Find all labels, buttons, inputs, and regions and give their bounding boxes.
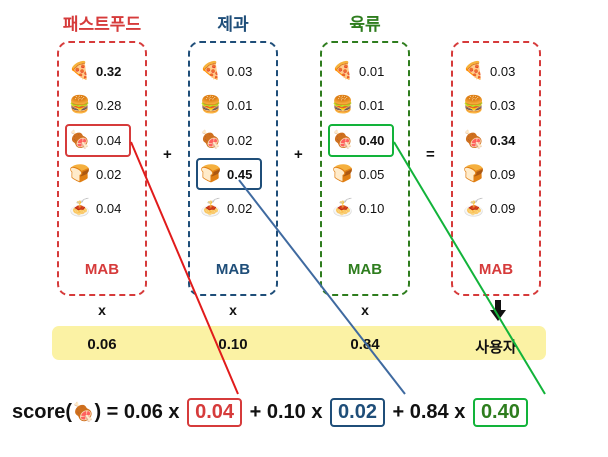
formula-times-2: x xyxy=(305,400,329,423)
column-title-bakery: 제과 xyxy=(217,15,249,34)
item-value: 0.01 xyxy=(227,97,253,113)
formula-value-3: 0.40 xyxy=(472,397,528,427)
item-value: 0.03 xyxy=(490,63,516,79)
mab-item-meat: 🍖 0.40 xyxy=(331,128,384,152)
weight-fastfood: 0.06 xyxy=(87,336,117,353)
item-value: 0.32 xyxy=(96,63,122,79)
burger-icon: 🍔 xyxy=(200,95,222,114)
column-title-fastfood: 패스트푸드 xyxy=(62,15,142,34)
down-arrow-icon xyxy=(490,300,506,321)
plus-operator-2: + xyxy=(294,146,303,163)
equals-operator: = xyxy=(426,146,435,163)
mab-item-meat: 🍖 0.34 xyxy=(462,128,515,152)
item-value: 0.03 xyxy=(490,97,516,113)
formula-weight-3: 0.84 xyxy=(409,400,449,423)
pasta-icon: 🍝 xyxy=(463,198,485,217)
formula-plus-1: + xyxy=(244,400,267,423)
score-formula: score( 🍖 ) = 0.06 x 0.04 + 0.10 x 0.02 +… xyxy=(12,394,530,430)
weight-user-label: 사용자 xyxy=(475,339,517,356)
mab-item-bread: 🍞 0.02 xyxy=(68,162,121,186)
item-value: 0.40 xyxy=(359,132,385,148)
meat-icon: 🍖 xyxy=(332,130,354,149)
item-value: 0.34 xyxy=(490,132,516,148)
formula-suffix: ) = xyxy=(94,400,124,423)
item-value: 0.04 xyxy=(96,200,122,216)
bread-icon: 🍞 xyxy=(463,164,485,183)
mab-item-pizza: 🍕 0.03 xyxy=(199,59,252,83)
item-value: 0.03 xyxy=(227,63,253,79)
mab-item-burger: 🍔 0.03 xyxy=(462,93,515,117)
formula-times-3: x xyxy=(448,400,471,423)
times-mark-bakery: x xyxy=(229,302,237,318)
mab-item-pasta: 🍝 0.02 xyxy=(199,196,252,220)
pasta-icon: 🍝 xyxy=(69,198,91,217)
meat-icon: 🍖 xyxy=(200,130,222,149)
burger-icon: 🍔 xyxy=(463,95,485,114)
mab-item-bread: 🍞 0.09 xyxy=(462,162,515,186)
mab-item-pizza: 🍕 0.03 xyxy=(462,59,515,83)
burger-icon: 🍔 xyxy=(332,95,354,114)
mab-item-burger: 🍔 0.01 xyxy=(199,93,252,117)
times-mark-fastfood: x xyxy=(98,302,106,318)
column-title-meat: 육류 xyxy=(349,15,381,34)
item-value: 0.01 xyxy=(359,97,385,113)
item-value: 0.10 xyxy=(359,200,385,216)
item-value: 0.02 xyxy=(96,166,122,182)
meat-icon: 🍖 xyxy=(69,130,91,149)
meat-icon: 🍖 xyxy=(463,130,485,149)
item-value: 0.02 xyxy=(227,132,253,148)
weight-meat: 0.84 xyxy=(350,336,380,353)
item-value: 0.28 xyxy=(96,97,122,113)
mab-item-meat: 🍖 0.04 xyxy=(68,128,121,152)
mab-label: MAB xyxy=(215,261,251,278)
bread-icon: 🍞 xyxy=(332,164,354,183)
pasta-icon: 🍝 xyxy=(200,198,222,217)
item-value: 0.01 xyxy=(359,63,385,79)
mab-item-bread: 🍞 0.05 xyxy=(331,162,384,186)
highlight-bakery-bread xyxy=(196,158,262,190)
formula-weight-1: 0.06 xyxy=(123,400,163,423)
pizza-icon: 🍕 xyxy=(463,61,485,80)
mab-label: MAB xyxy=(347,261,383,278)
mab-item-pizza: 🍕 0.32 xyxy=(68,59,121,83)
formula-weight-2: 0.10 xyxy=(266,400,306,423)
mab-item-pasta: 🍝 0.04 xyxy=(68,196,121,220)
mab-item-pasta: 🍝 0.09 xyxy=(462,196,515,220)
item-value: 0.04 xyxy=(96,132,122,148)
formula-prefix: score( xyxy=(12,400,73,423)
bread-icon: 🍞 xyxy=(69,164,91,183)
mab-item-pasta: 🍝 0.10 xyxy=(331,196,384,220)
formula-meat-icon: 🍖 xyxy=(72,401,95,422)
formula-value-1: 0.04 xyxy=(187,397,243,427)
mab-item-burger: 🍔 0.28 xyxy=(68,93,121,117)
item-value: 0.09 xyxy=(490,200,516,216)
weight-bakery: 0.10 xyxy=(218,336,248,353)
formula-times-1: x xyxy=(162,400,186,423)
pizza-icon: 🍕 xyxy=(332,61,354,80)
mab-label: MAB xyxy=(478,261,514,278)
formula-plus-2: + xyxy=(386,400,410,423)
mab-item-burger: 🍔 0.01 xyxy=(331,93,384,117)
times-mark-meat: x xyxy=(361,302,369,318)
formula-value-2: 0.02 xyxy=(330,397,385,427)
item-value: 0.09 xyxy=(490,166,516,182)
pizza-icon: 🍕 xyxy=(69,61,91,80)
highlight-fastfood-meat xyxy=(65,124,131,157)
highlight-meat-meat xyxy=(328,124,394,157)
mab-item-meat: 🍖 0.02 xyxy=(199,128,252,152)
mab-label: MAB xyxy=(84,261,120,278)
pasta-icon: 🍝 xyxy=(332,198,354,217)
pizza-icon: 🍕 xyxy=(200,61,222,80)
item-value: 0.02 xyxy=(227,200,253,216)
plus-operator-1: + xyxy=(163,146,172,163)
item-value: 0.05 xyxy=(359,166,385,182)
burger-icon: 🍔 xyxy=(69,95,91,114)
mab-item-pizza: 🍕 0.01 xyxy=(331,59,384,83)
